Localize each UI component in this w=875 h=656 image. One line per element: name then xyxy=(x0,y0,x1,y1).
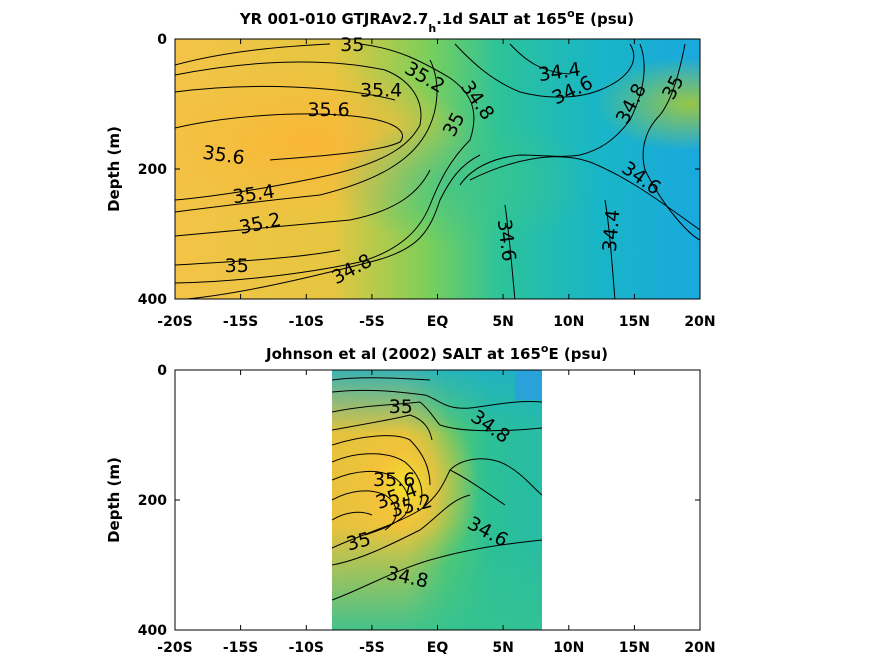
x-tick-label: -10S xyxy=(289,640,324,656)
contour-line xyxy=(469,156,700,231)
x-tick-label: -5S xyxy=(359,314,385,330)
x-tick-label: EQ xyxy=(427,314,449,330)
y-tick-labels-top: 0 200 400 xyxy=(138,32,167,308)
contour-line xyxy=(332,453,423,506)
salinity-field-top xyxy=(175,39,700,299)
x-tick-label: 20N xyxy=(684,640,715,656)
chart-title-bottom: Johnson et al (2002) SALT at 165oE (psu) xyxy=(265,342,608,363)
contour-label: 35 xyxy=(340,34,364,56)
x-tick-label: 10N xyxy=(553,640,584,656)
x-tick-label: -15S xyxy=(223,314,258,330)
panel-bottom: Johnson et al (2002) SALT at 165oE (psu) xyxy=(105,342,716,656)
ticks-bottom xyxy=(174,370,701,630)
x-tick-label: -15S xyxy=(223,640,258,656)
panel-top: YR 001-010 GTJRAv2.7h.1d SALT at 165oE (… xyxy=(105,7,716,330)
contour-line xyxy=(175,113,403,161)
chart-title-top: YR 001-010 GTJRAv2.7h.1d SALT at 165oE (… xyxy=(239,7,634,35)
y-axis-label-top: Depth (m) xyxy=(105,126,123,212)
contour-line xyxy=(175,249,341,266)
contour-line xyxy=(504,204,516,299)
contour-line xyxy=(332,539,542,601)
x-tick-label: -10S xyxy=(289,314,324,330)
contour-line xyxy=(332,401,542,432)
y-tick-label: 200 xyxy=(138,162,167,178)
contour-label: 34.6 xyxy=(493,218,520,263)
x-tick-label: 15N xyxy=(619,314,650,330)
contour-label: 35 xyxy=(225,255,249,277)
contour-line xyxy=(175,85,396,101)
contour-line xyxy=(175,43,331,66)
contour-label: 35 xyxy=(389,396,413,418)
contour-label: 34.4 xyxy=(599,209,625,253)
y-tick-label: 0 xyxy=(157,32,167,48)
contour-line xyxy=(449,469,506,506)
contour-line xyxy=(509,43,571,75)
x-tick-label: EQ xyxy=(427,640,449,656)
x-tick-label: 15N xyxy=(619,640,650,656)
salinity-field-bottom xyxy=(332,370,542,630)
contour-line xyxy=(175,59,438,213)
x-tick-labels-top: -20S -15S -10S -5S EQ 5N 10N 15N 20N xyxy=(157,314,715,330)
x-tick-label: 20N xyxy=(684,314,715,330)
y-tick-label: 400 xyxy=(138,623,167,639)
x-tick-label: -20S xyxy=(157,314,192,330)
contour-line xyxy=(604,199,616,299)
y-tick-label: 0 xyxy=(157,363,167,379)
contour-line xyxy=(332,377,431,381)
y-tick-labels-bottom: 0 200 400 xyxy=(138,363,167,639)
contour-line xyxy=(175,43,475,284)
contour-line xyxy=(175,169,431,237)
contour-line xyxy=(332,490,397,531)
x-tick-labels-bottom: -20S -15S -10S -5S EQ 5N 10N 15N 20N xyxy=(157,640,715,656)
x-tick-label: 5N xyxy=(492,640,513,656)
contour-line xyxy=(332,511,373,521)
contour-line xyxy=(642,43,700,241)
contour-line xyxy=(332,470,410,536)
y-axis-label-bottom: Depth (m) xyxy=(105,457,123,543)
x-tick-label: -20S xyxy=(157,640,192,656)
x-tick-label: -5S xyxy=(359,640,385,656)
contour-label: 35.6 xyxy=(307,99,349,121)
contour-line xyxy=(175,61,422,201)
contour-line xyxy=(332,414,433,441)
x-tick-label: 5N xyxy=(492,314,513,330)
contour-line xyxy=(332,494,471,566)
contour-line xyxy=(332,389,542,409)
contour-label: 35.4 xyxy=(360,80,402,102)
contour-line xyxy=(459,43,645,186)
y-tick-label: 400 xyxy=(138,292,167,308)
y-tick-label: 200 xyxy=(138,493,167,509)
contour-line xyxy=(454,43,635,98)
contour-line xyxy=(180,154,481,299)
ticks-top xyxy=(174,39,701,299)
contour-line xyxy=(332,435,431,486)
contour-label: 35.6 xyxy=(373,469,415,491)
x-tick-label: 10N xyxy=(553,314,584,330)
